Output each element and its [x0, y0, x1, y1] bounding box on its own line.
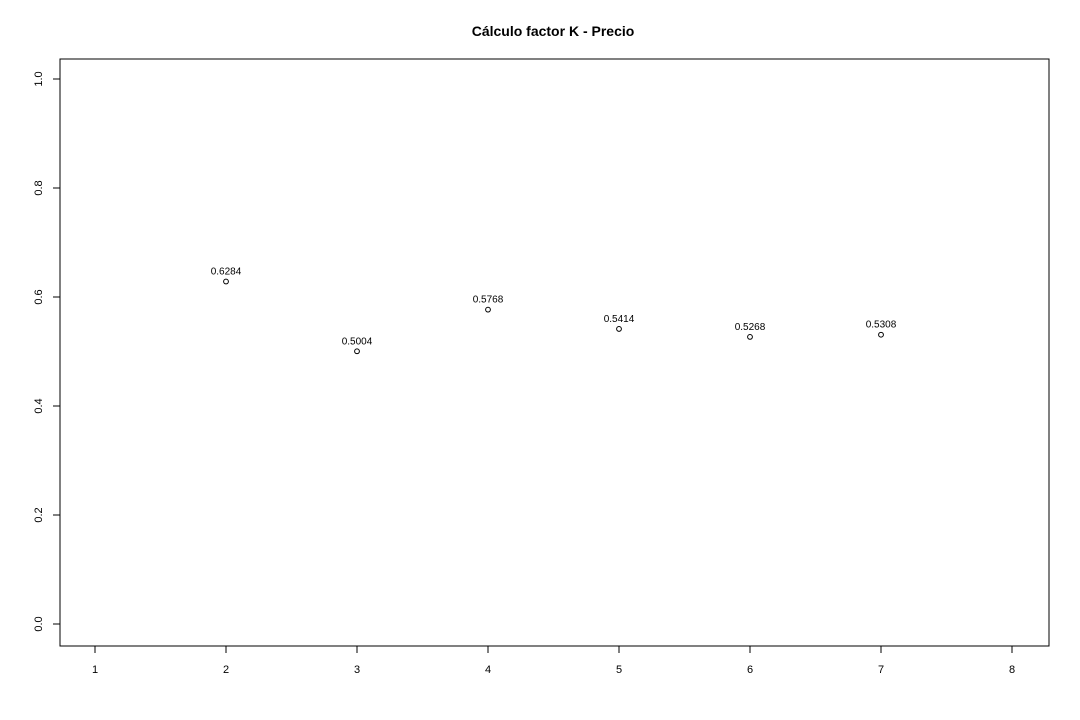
x-tick-label: 7 — [878, 664, 884, 676]
x-tick-label: 5 — [616, 664, 622, 676]
y-tick-label: 1.0 — [33, 71, 45, 86]
y-tick-label: 0.2 — [33, 507, 45, 522]
data-point — [485, 306, 491, 313]
data-label: 0.6284 — [211, 267, 242, 278]
x-tick-label: 4 — [485, 664, 491, 676]
x-tick-label: 1 — [92, 664, 98, 676]
x-tick-label: 3 — [354, 664, 360, 676]
y-tick-label: 0.4 — [33, 398, 45, 413]
data-label: 0.5004 — [342, 336, 373, 347]
data-point — [747, 333, 753, 340]
data-label: 0.5414 — [604, 314, 635, 325]
y-tick-label: 0.6 — [33, 289, 45, 304]
data-label: 0.5768 — [473, 295, 504, 306]
y-tick-label: 0.0 — [33, 616, 45, 631]
data-point — [354, 348, 360, 355]
data-label: 0.5308 — [866, 320, 897, 331]
y-axis: 0.0 0.2 0.4 0.6 0.8 1.0 — [33, 71, 60, 632]
x-tick-label: 6 — [747, 664, 753, 676]
data-point — [223, 278, 229, 285]
chart-title: Cálculo factor K - Precio — [472, 23, 635, 39]
data-points — [223, 278, 884, 355]
data-label: 0.5268 — [735, 322, 766, 333]
data-labels: 0.6284 0.5004 0.5768 0.5414 0.5268 0.5308 — [211, 267, 897, 348]
data-point — [616, 326, 622, 332]
y-tick-label: 0.8 — [33, 180, 45, 195]
x-axis: 1 2 3 4 5 6 7 8 — [92, 646, 1015, 676]
x-tick-label: 8 — [1009, 664, 1015, 676]
data-point — [878, 331, 884, 338]
plot-frame — [59, 58, 1050, 647]
x-tick-label: 2 — [223, 664, 229, 676]
